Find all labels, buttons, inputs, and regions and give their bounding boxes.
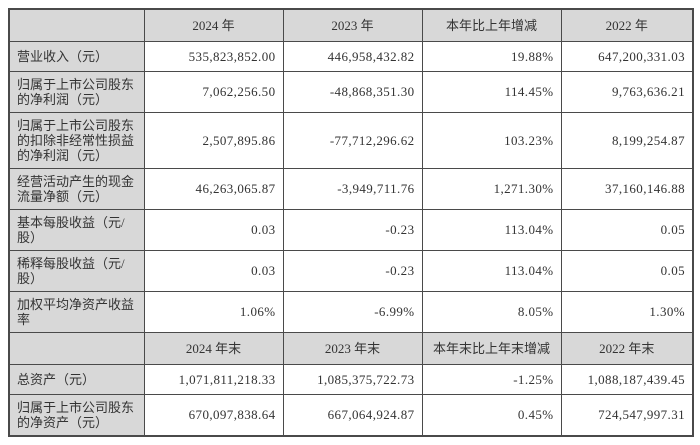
header-2023: 2023 年 (282, 8, 423, 42)
row-total-assets: 总资产（元） 1,071,811,218.33 1,085,375,722.73… (8, 363, 694, 395)
cell-2024: 7,062,256.50 (143, 70, 284, 113)
cell-2022: 647,200,331.03 (560, 40, 694, 72)
header-2022: 2022 年 (560, 8, 694, 42)
cell-2024: 535,823,852.00 (143, 40, 284, 72)
cell-2022-end: 1,088,187,439.45 (560, 363, 694, 395)
header-yoy-change: 本年比上年增减 (421, 8, 562, 42)
cell-2024: 2,507,895.86 (143, 111, 284, 169)
row-label: 稀释每股收益（元/股） (8, 249, 145, 292)
row-label: 归属于上市公司股东的净利润（元） (8, 70, 145, 113)
cell-2023-end: 667,064,924.87 (282, 393, 423, 436)
cell-2022: 8,199,254.87 (560, 111, 694, 169)
cell-2023: -0.23 (282, 249, 423, 292)
row-label: 经营活动产生的现金流量净额（元） (8, 167, 145, 210)
header-2023-end: 2023 年末 (282, 331, 423, 365)
row-label: 归属于上市公司股东的扣除非经常性损益的净利润（元） (8, 111, 145, 169)
cell-yoy-change: 1,271.30% (421, 167, 562, 210)
cell-yoy-change: 113.04% (421, 249, 562, 292)
cell-2023: -48,868,351.30 (282, 70, 423, 113)
header-2024-end: 2024 年末 (143, 331, 284, 365)
cell-2023-end: 1,085,375,722.73 (282, 363, 423, 395)
row-net-profit-attributable: 归属于上市公司股东的净利润（元） 7,062,256.50 -48,868,35… (8, 70, 694, 113)
row-basic-eps: 基本每股收益（元/股） 0.03 -0.23 113.04% 0.05 (8, 208, 694, 251)
cell-yoy-change: 8.05% (421, 290, 562, 333)
cell-yoy-end-change: 0.45% (421, 393, 562, 436)
row-label: 加权平均净资产收益率 (8, 290, 145, 333)
row-operating-revenue: 营业收入（元） 535,823,852.00 446,958,432.82 19… (8, 40, 694, 72)
header-empty-cell (8, 8, 145, 42)
cell-2023: -77,712,296.62 (282, 111, 423, 169)
cell-yoy-change: 103.23% (421, 111, 562, 169)
header-2024: 2024 年 (143, 8, 284, 42)
cell-2022-end: 724,547,997.31 (560, 393, 694, 436)
cell-2023: -0.23 (282, 208, 423, 251)
row-label: 营业收入（元） (8, 40, 145, 72)
cell-2022: 1.30% (560, 290, 694, 333)
row-net-assets-attributable: 归属于上市公司股东的净资产（元） 670,097,838.64 667,064,… (8, 393, 694, 436)
row-diluted-eps: 稀释每股收益（元/股） 0.03 -0.23 113.04% 0.05 (8, 249, 694, 292)
cell-2024: 0.03 (143, 249, 284, 292)
financial-summary-table: 2024 年 2023 年 本年比上年增减 2022 年 营业收入（元） 535… (8, 8, 694, 437)
row-net-profit-excl-nonrecurring: 归属于上市公司股东的扣除非经常性损益的净利润（元） 2,507,895.86 -… (8, 111, 694, 169)
cell-2023: -3,949,711.76 (282, 167, 423, 210)
table-header-row-annual: 2024 年 2023 年 本年比上年增减 2022 年 (8, 8, 694, 42)
cell-yoy-change: 113.04% (421, 208, 562, 251)
cell-2024: 46,263,065.87 (143, 167, 284, 210)
header-2022-end: 2022 年末 (560, 331, 694, 365)
row-label: 基本每股收益（元/股） (8, 208, 145, 251)
row-weighted-avg-roe: 加权平均净资产收益率 1.06% -6.99% 8.05% 1.30% (8, 290, 694, 333)
row-operating-cash-flow: 经营活动产生的现金流量净额（元） 46,263,065.87 -3,949,71… (8, 167, 694, 210)
cell-2023: -6.99% (282, 290, 423, 333)
cell-2022: 0.05 (560, 249, 694, 292)
header-yoy-end-change: 本年末比上年末增减 (421, 331, 562, 365)
header-empty-cell (8, 331, 145, 365)
cell-2024-end: 670,097,838.64 (143, 393, 284, 436)
row-label: 总资产（元） (8, 363, 145, 395)
cell-2024: 0.03 (143, 208, 284, 251)
cell-2023: 446,958,432.82 (282, 40, 423, 72)
cell-yoy-end-change: -1.25% (421, 363, 562, 395)
cell-2022: 0.05 (560, 208, 694, 251)
cell-2022: 37,160,146.88 (560, 167, 694, 210)
cell-yoy-change: 19.88% (421, 40, 562, 72)
table-header-row-period-end: 2024 年末 2023 年末 本年末比上年末增减 2022 年末 (8, 331, 694, 365)
cell-yoy-change: 114.45% (421, 70, 562, 113)
row-label: 归属于上市公司股东的净资产（元） (8, 393, 145, 436)
cell-2024: 1.06% (143, 290, 284, 333)
cell-2022: 9,763,636.21 (560, 70, 694, 113)
cell-2024-end: 1,071,811,218.33 (143, 363, 284, 395)
